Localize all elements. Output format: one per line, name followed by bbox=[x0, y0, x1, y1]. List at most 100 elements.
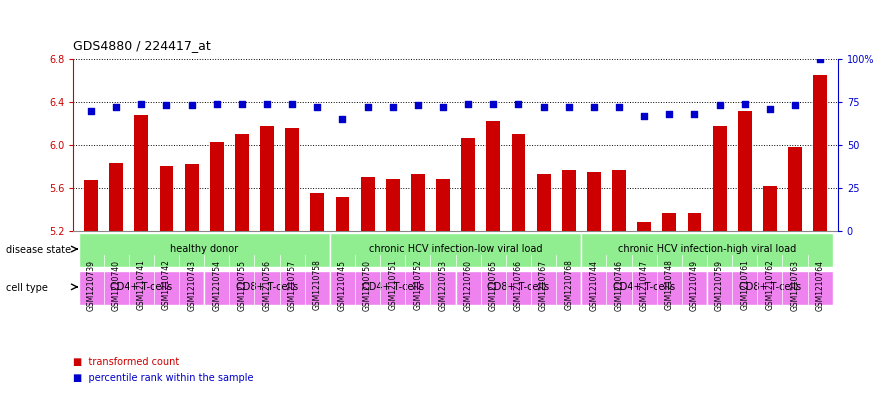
Bar bbox=[537, 174, 550, 231]
Point bbox=[687, 111, 702, 117]
Text: CD8+ T-cells: CD8+ T-cells bbox=[739, 282, 801, 292]
Bar bbox=[330, 271, 456, 305]
Text: GSM1210742: GSM1210742 bbox=[162, 259, 171, 310]
Text: GSM1210740: GSM1210740 bbox=[112, 259, 121, 310]
Point bbox=[109, 104, 124, 110]
Bar bbox=[707, 271, 832, 305]
Bar bbox=[461, 138, 475, 231]
Point bbox=[310, 104, 324, 110]
Text: GSM1210760: GSM1210760 bbox=[464, 259, 473, 310]
Bar bbox=[737, 110, 752, 231]
Text: GSM1210762: GSM1210762 bbox=[765, 259, 774, 310]
Text: CD4+ T-cells: CD4+ T-cells bbox=[362, 282, 424, 292]
Point bbox=[487, 101, 501, 107]
Text: GSM1210759: GSM1210759 bbox=[715, 259, 724, 310]
Bar bbox=[310, 193, 324, 231]
Bar bbox=[788, 147, 802, 231]
Text: GSM1210744: GSM1210744 bbox=[590, 259, 599, 310]
Point bbox=[260, 101, 274, 107]
Text: GSM1210758: GSM1210758 bbox=[313, 259, 322, 310]
Point bbox=[537, 104, 551, 110]
Point bbox=[435, 104, 450, 110]
Text: GSM1210751: GSM1210751 bbox=[388, 259, 397, 310]
Text: GSM1210763: GSM1210763 bbox=[790, 259, 799, 310]
Text: GSM1210765: GSM1210765 bbox=[489, 259, 498, 310]
Text: GSM1210745: GSM1210745 bbox=[338, 259, 347, 310]
Bar bbox=[687, 213, 702, 231]
Bar bbox=[330, 233, 582, 267]
Bar bbox=[159, 166, 174, 231]
Point bbox=[662, 111, 676, 117]
Point bbox=[512, 101, 526, 107]
Point bbox=[612, 104, 626, 110]
Point bbox=[637, 112, 651, 119]
Text: GSM1210767: GSM1210767 bbox=[539, 259, 548, 310]
Point bbox=[461, 101, 476, 107]
Text: ■  percentile rank within the sample: ■ percentile rank within the sample bbox=[73, 373, 254, 383]
Bar bbox=[285, 128, 299, 231]
Bar bbox=[84, 180, 98, 231]
Bar bbox=[582, 233, 832, 267]
Bar bbox=[582, 271, 707, 305]
Text: GSM1210752: GSM1210752 bbox=[413, 259, 422, 310]
Point bbox=[235, 101, 249, 107]
Text: GSM1210741: GSM1210741 bbox=[137, 259, 146, 310]
Bar bbox=[79, 271, 204, 305]
Point bbox=[410, 102, 425, 108]
Text: GSM1210766: GSM1210766 bbox=[514, 259, 523, 310]
Text: GSM1210746: GSM1210746 bbox=[615, 259, 624, 310]
Point bbox=[737, 101, 752, 107]
Text: GSM1210743: GSM1210743 bbox=[187, 259, 196, 310]
Bar bbox=[456, 271, 582, 305]
Bar bbox=[204, 271, 330, 305]
Point bbox=[562, 104, 576, 110]
Text: CD8+ T-cells: CD8+ T-cells bbox=[236, 282, 298, 292]
Bar bbox=[185, 164, 199, 231]
Bar bbox=[637, 222, 651, 231]
Point bbox=[762, 106, 777, 112]
Bar bbox=[662, 213, 676, 231]
Bar bbox=[512, 134, 525, 231]
Text: CD4+ T-cells: CD4+ T-cells bbox=[613, 282, 676, 292]
Text: cell type: cell type bbox=[6, 283, 48, 293]
Point bbox=[84, 107, 99, 114]
Text: GSM1210755: GSM1210755 bbox=[237, 259, 246, 310]
Bar bbox=[210, 142, 224, 231]
Bar bbox=[814, 75, 827, 231]
Bar bbox=[134, 115, 148, 231]
Point bbox=[159, 102, 174, 108]
Bar bbox=[386, 179, 400, 231]
Bar bbox=[79, 233, 330, 267]
Point bbox=[712, 102, 727, 108]
Bar bbox=[436, 179, 450, 231]
Text: GSM1210761: GSM1210761 bbox=[740, 259, 749, 310]
Bar bbox=[336, 196, 349, 231]
Bar bbox=[612, 170, 626, 231]
Bar bbox=[361, 177, 375, 231]
Text: GSM1210749: GSM1210749 bbox=[690, 259, 699, 310]
Point bbox=[360, 104, 375, 110]
Bar bbox=[587, 172, 601, 231]
Bar bbox=[260, 126, 274, 231]
Bar bbox=[712, 126, 727, 231]
Point bbox=[813, 56, 827, 62]
Text: GSM1210764: GSM1210764 bbox=[815, 259, 824, 310]
Point bbox=[385, 104, 400, 110]
Text: ■  transformed count: ■ transformed count bbox=[73, 358, 180, 367]
Text: chronic HCV infection-high viral load: chronic HCV infection-high viral load bbox=[618, 244, 797, 254]
Bar bbox=[235, 134, 249, 231]
Text: GSM1210768: GSM1210768 bbox=[564, 259, 573, 310]
Point bbox=[587, 104, 601, 110]
Bar bbox=[487, 121, 500, 231]
Text: GDS4880 / 224417_at: GDS4880 / 224417_at bbox=[73, 39, 211, 52]
Bar bbox=[411, 174, 425, 231]
Text: GSM1210753: GSM1210753 bbox=[438, 259, 447, 310]
Point bbox=[134, 101, 149, 107]
Bar bbox=[763, 186, 777, 231]
Bar bbox=[109, 163, 123, 231]
Text: GSM1210754: GSM1210754 bbox=[212, 259, 221, 310]
Point bbox=[285, 101, 299, 107]
Point bbox=[335, 116, 349, 122]
Text: GSM1210750: GSM1210750 bbox=[363, 259, 372, 310]
Text: GSM1210756: GSM1210756 bbox=[263, 259, 271, 310]
